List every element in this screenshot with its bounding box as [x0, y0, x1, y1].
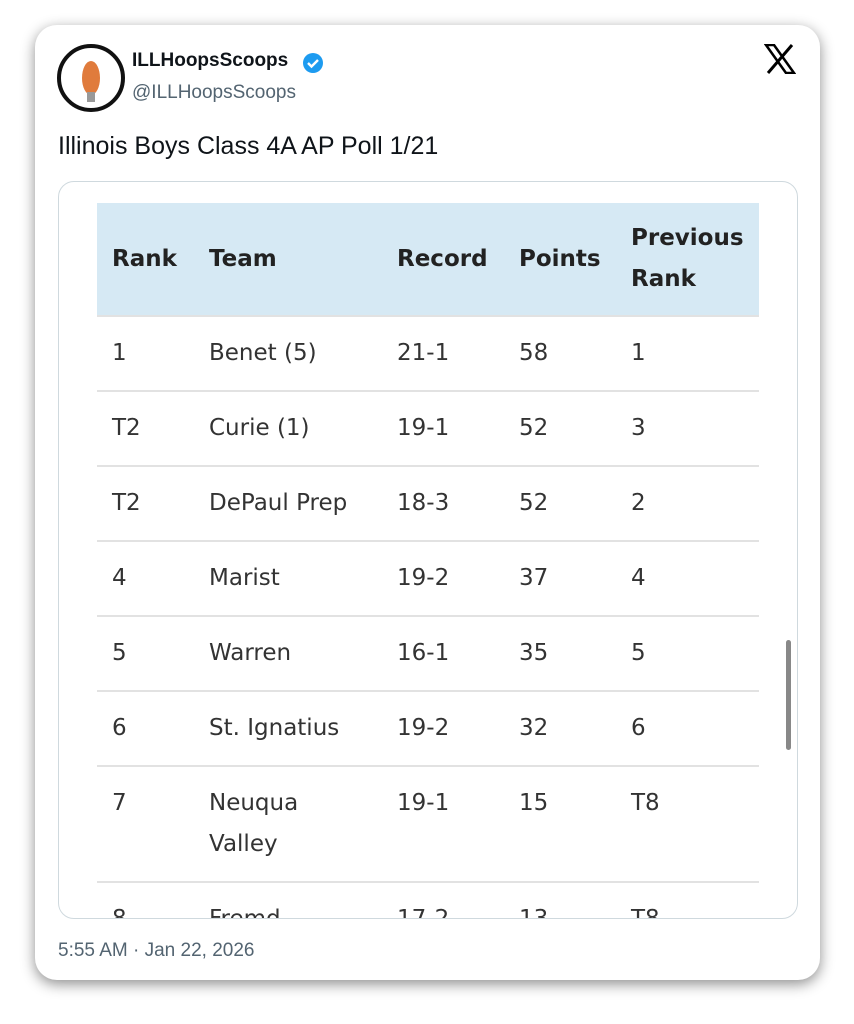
table-cell: 7	[97, 765, 194, 882]
table-cell: Fremd	[194, 881, 382, 918]
table-cell: 18-3	[382, 465, 504, 541]
table-cell: Marist	[194, 540, 382, 616]
timestamp[interactable]: 5:55 AM · Jan 22, 2026	[58, 940, 255, 961]
table-row: 7 Neuqua Valley 19-1 15 T8	[97, 765, 759, 882]
table-cell: 1	[97, 315, 194, 391]
table-cell: 4	[97, 540, 194, 616]
table-cell: Warren	[194, 615, 382, 691]
table-cell: 17-2	[382, 881, 504, 918]
table-cell: 35	[504, 615, 616, 691]
table-cell: 15	[504, 765, 616, 882]
table-cell: T2	[97, 390, 194, 466]
header-cell: Team	[194, 203, 382, 316]
table-cell: 19-1	[382, 765, 504, 882]
table-cell: Benet (5)	[194, 315, 382, 391]
table-row: T2 Curie (1) 19-1 52 3	[97, 390, 759, 466]
table-row: 1 Benet (5) 21-1 58 1	[97, 315, 759, 391]
header-cell: Points	[504, 203, 616, 316]
x-logo[interactable]	[764, 44, 796, 74]
table-cell: 37	[504, 540, 616, 616]
table-cell: 1	[616, 315, 759, 391]
post-text: Illinois Boys Class 4A AP Poll 1/21	[58, 132, 439, 160]
avatar[interactable]	[57, 44, 125, 112]
table-cell: 21-1	[382, 315, 504, 391]
table-cell: 19-2	[382, 690, 504, 766]
table-body: 1 Benet (5) 21-1 58 1 T2 Curie (1) 19-1 52 3 T2 DeP…	[97, 315, 759, 918]
table-cell: 2	[616, 465, 759, 541]
header-cell: Rank	[97, 203, 194, 316]
table-cell: 19-2	[382, 540, 504, 616]
table-row: 8Fremd17-213T8	[97, 881, 759, 918]
table-viewport: Rank Team Record Points Previous Rank 1 Benet…	[97, 203, 759, 918]
table-cell: T8	[616, 765, 759, 882]
table-cell: St. Ignatius	[194, 690, 382, 766]
table-cell: 6	[97, 690, 194, 766]
table-row: 6 St. Ignatius 19-2 32 6	[97, 690, 759, 766]
table-cell: 52	[504, 390, 616, 466]
table-cell: Curie (1)	[194, 390, 382, 466]
table-cell: Neuqua Valley	[194, 765, 382, 882]
table-cell: 5	[97, 615, 194, 691]
table-cell: 19-1	[382, 390, 504, 466]
table-cell: 4	[616, 540, 759, 616]
table-cell: DePaul Prep	[194, 465, 382, 541]
table-cell: 16-1	[382, 615, 504, 691]
header-cell: Record	[382, 203, 504, 316]
table-cell: 5	[616, 615, 759, 691]
table-row: 4 Marist 19-2 37 4	[97, 540, 759, 616]
table-cell: T8	[616, 881, 759, 918]
header-row: Rank Team Record Points Previous Rank	[97, 203, 759, 316]
author-name[interactable]: ILLHoopsScoops	[132, 50, 289, 71]
table-cell: T2	[97, 465, 194, 541]
verified-badge	[303, 53, 323, 73]
poll-table: Rank Team Record Points Previous Rank 1 Benet…	[97, 203, 759, 918]
table-cell: 52	[504, 465, 616, 541]
author-handle[interactable]: @ILLHoopsScoops	[132, 82, 296, 103]
table-cell: 3	[616, 390, 759, 466]
scrollbar[interactable]	[786, 640, 791, 750]
table-cell: 32	[504, 690, 616, 766]
header-cell: Previous Rank	[616, 203, 759, 316]
table-cell: 8	[97, 881, 194, 918]
table-cell: 58	[504, 315, 616, 391]
table-row: T2 DePaul Prep 18-3 52 2	[97, 465, 759, 541]
table-cell: 6	[616, 690, 759, 766]
media[interactable]: Rank Team Record Points Previous Rank 1 Benet…	[58, 181, 798, 919]
avatar-image	[82, 61, 100, 102]
table-row: 5 Warren 16-1 35 5	[97, 615, 759, 691]
table-cell: 13	[504, 881, 616, 918]
